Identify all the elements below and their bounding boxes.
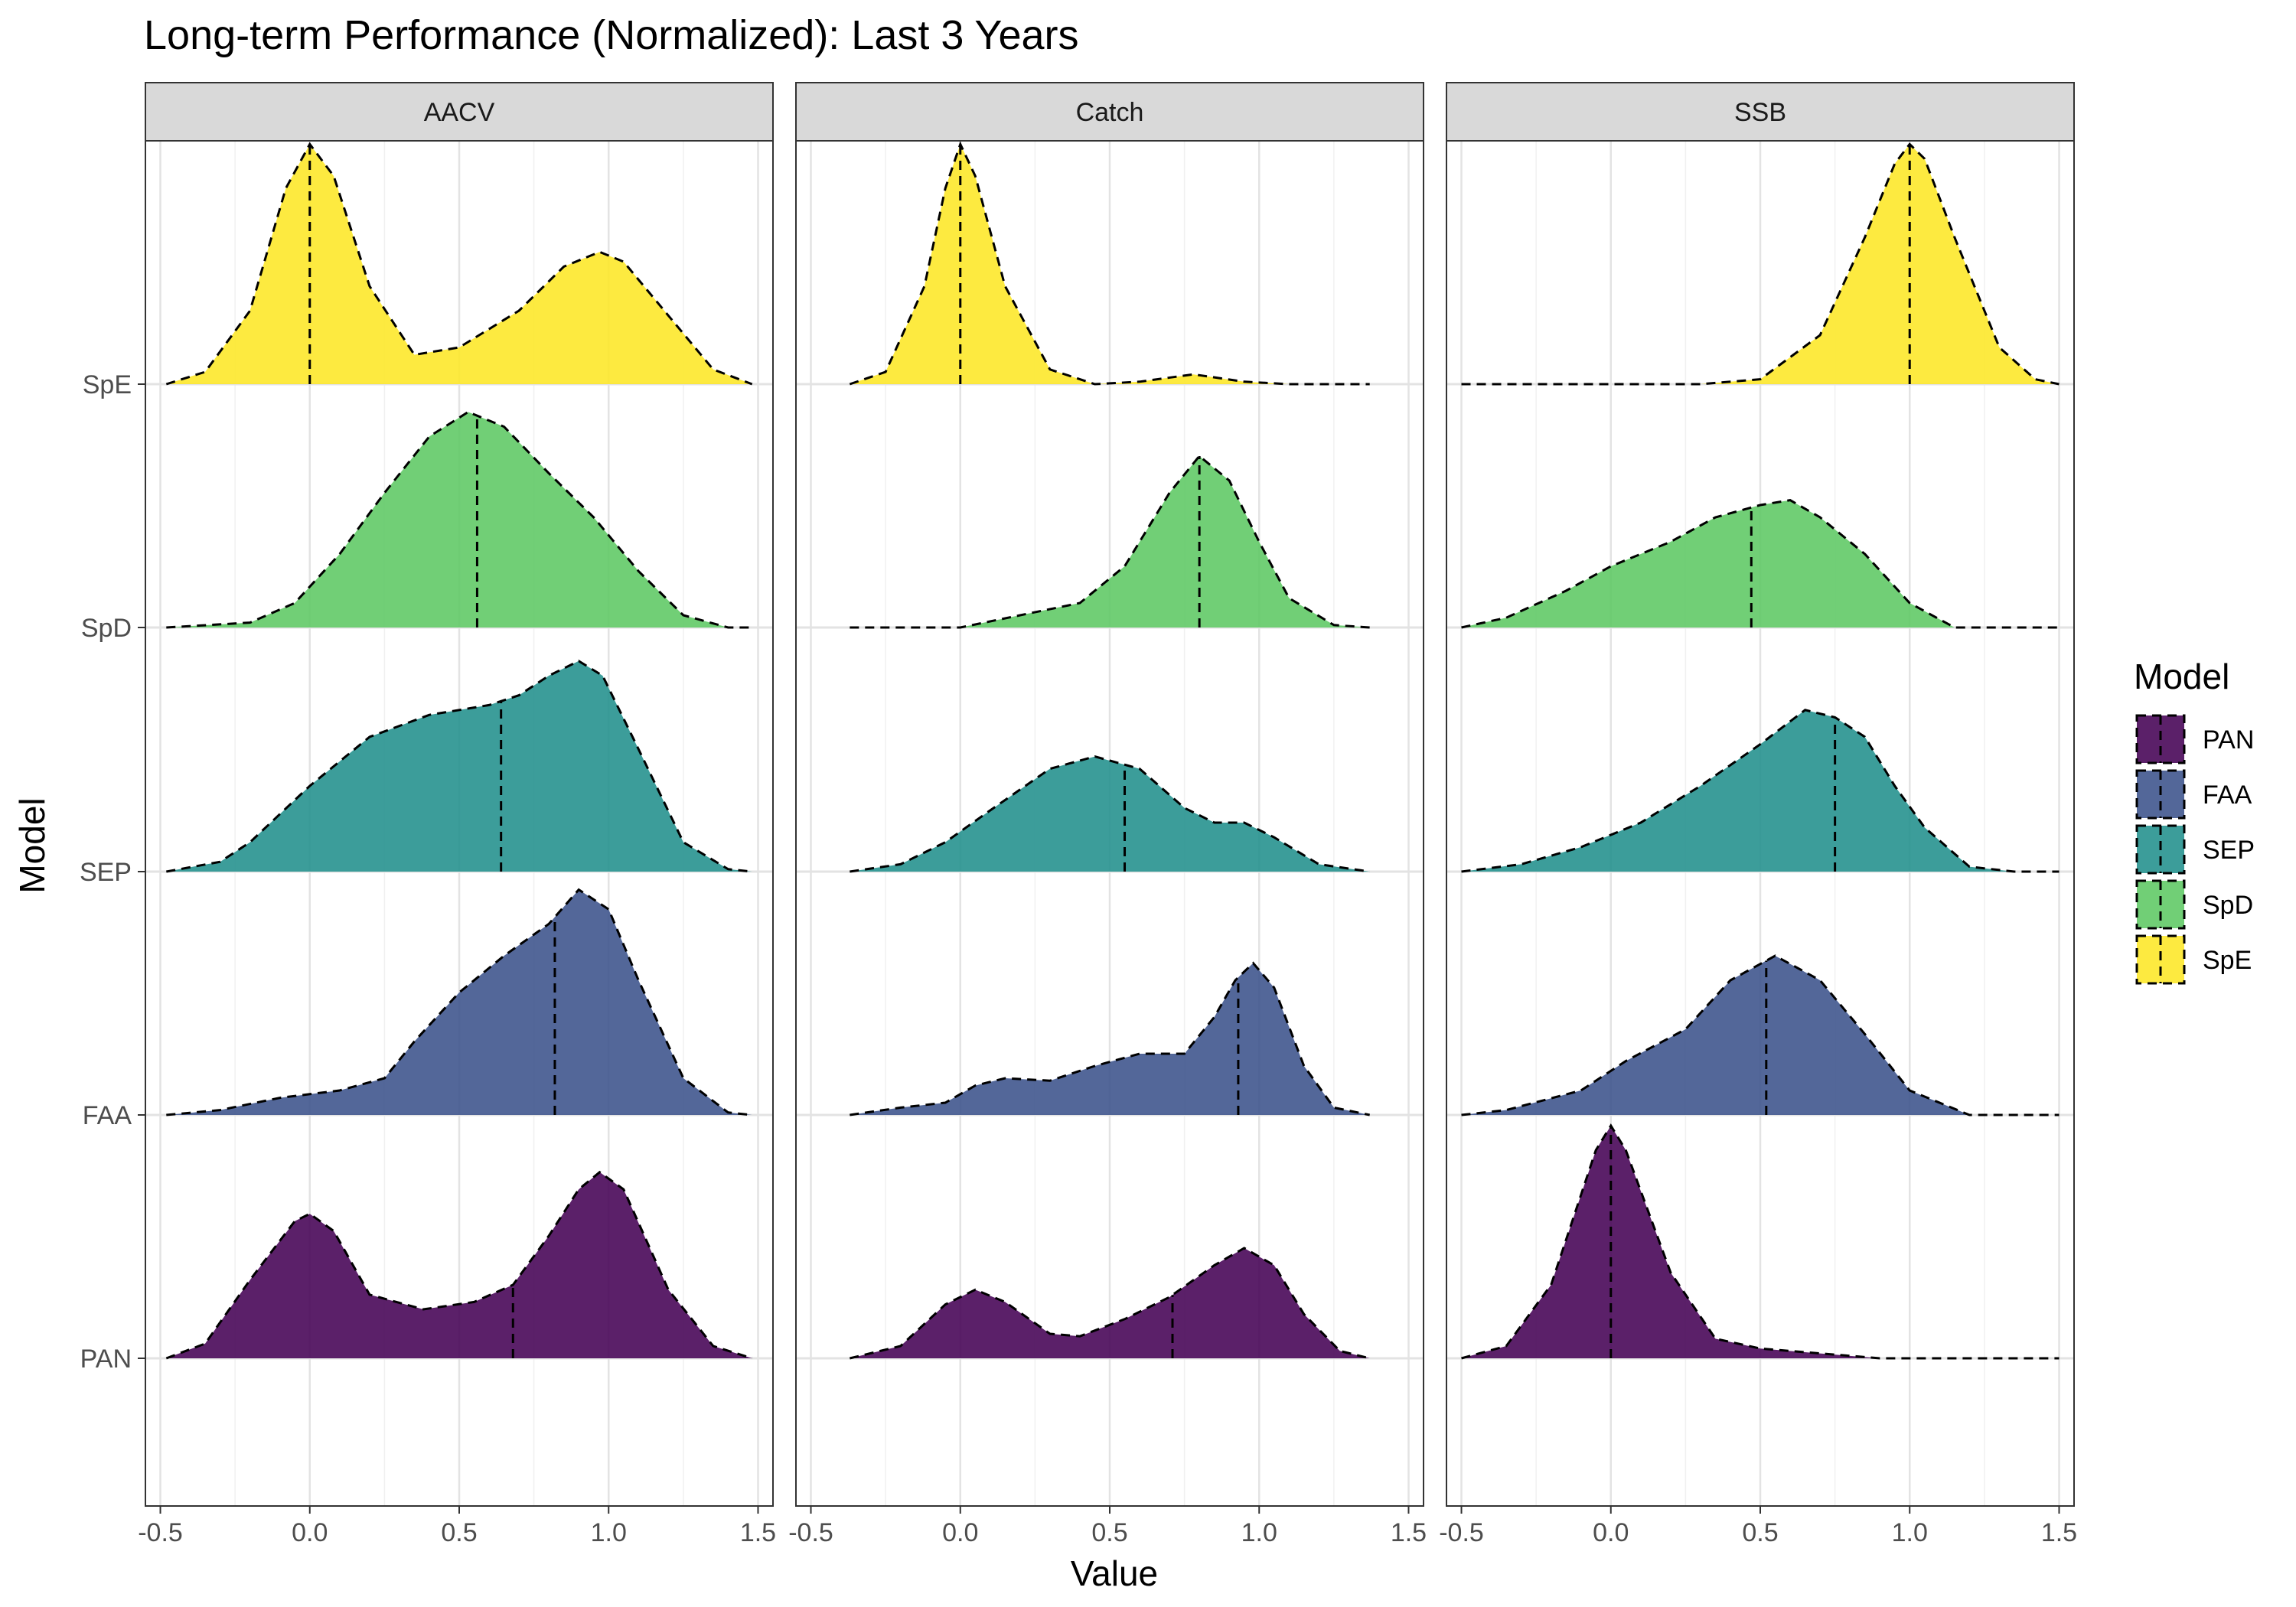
x-tick-label: 1.0 (1241, 1518, 1277, 1547)
density-outline-faa (1461, 954, 2060, 1116)
x-tick-label: -0.5 (1439, 1518, 1484, 1547)
strip-background (795, 82, 1424, 142)
y-tick-label: SpD (81, 614, 132, 643)
x-axis-title: Value (1071, 1553, 1158, 1593)
y-tick-label: SEP (80, 858, 132, 887)
strip-label: SSB (1734, 98, 1786, 127)
density-ridge-faa (850, 963, 1370, 1115)
x-tick-label: 0.5 (441, 1518, 477, 1547)
x-tick-label: 1.5 (2041, 1518, 2077, 1547)
density-outline-spd (166, 410, 752, 629)
legend-label-spd: SpD (2203, 891, 2253, 920)
legend-title: Model (2134, 657, 2229, 696)
facet-panel-ssb: SSB -0.5 0.0 0.5 1.0 1.5 (1439, 82, 2077, 1547)
chart-title: Long-term Performance (Normalized): Last… (144, 12, 1079, 58)
x-tick-label: 0.0 (1593, 1518, 1629, 1547)
legend-label-spe: SpE (2203, 946, 2252, 975)
density-outline-spe (165, 142, 753, 386)
x-tick-label: 0.5 (1091, 1518, 1127, 1547)
density-ridge-spd (850, 456, 1370, 627)
density-ridge-pan (850, 1248, 1370, 1358)
facet-panels: AACV -0.5 0.0 0.5 1.0 1.5 Catch -0.5 0.0 0.5 1.0 1.… (138, 82, 2077, 1547)
x-tick-label: 1.5 (1391, 1518, 1427, 1547)
legend-label-faa: FAA (2203, 781, 2252, 810)
strip-label: AACV (424, 98, 495, 127)
legend-label-pan: PAN (2203, 725, 2254, 755)
density-ridge-sep (850, 756, 1370, 872)
density-ridge-spe (1461, 144, 2060, 384)
density-outline-spe (849, 141, 1370, 386)
density-outline-faa (166, 888, 752, 1116)
density-outline-spd (1461, 499, 2060, 629)
y-tick-label: PAN (80, 1345, 132, 1374)
density-outline-sep (850, 755, 1370, 873)
y-tick-label: FAA (83, 1101, 132, 1130)
x-tick-label: 0.0 (292, 1518, 328, 1547)
density-outline-spe (1461, 142, 2060, 386)
density-outline-pan (165, 1170, 753, 1360)
density-outline-sep (1461, 709, 2060, 873)
density-ridge-faa (166, 889, 752, 1115)
x-tick-label: 0.5 (1742, 1518, 1778, 1547)
density-outline-spd (850, 454, 1370, 629)
density-ridge-pan (166, 1172, 752, 1358)
x-tick-label: 0.0 (942, 1518, 978, 1547)
strip-background (145, 82, 774, 142)
legend: Model PAN FAA SEP SpD SpE (2134, 657, 2255, 985)
strip-label: Catch (1076, 98, 1144, 127)
x-tick-label: -0.5 (138, 1518, 183, 1547)
density-ridge-spd (166, 412, 752, 627)
x-tick-label: -0.5 (788, 1518, 833, 1547)
y-axis-title: Model (12, 797, 52, 893)
facet-panel-catch: Catch -0.5 0.0 0.5 1.0 1.5 (788, 82, 1427, 1547)
x-tick-label: 1.0 (1892, 1518, 1928, 1547)
density-ridge-spd (1461, 500, 2060, 627)
density-ridge-faa (1461, 956, 2060, 1115)
legend-label-sep: SEP (2203, 836, 2255, 865)
density-outline-faa (850, 961, 1371, 1116)
density-ridge-spe (850, 144, 1370, 384)
density-outline-pan (849, 1247, 1371, 1360)
y-axis: PAN FAA SEP SpD SpE (80, 370, 145, 1374)
density-ridge-sep (1461, 709, 2060, 872)
density-ridge-spe (166, 144, 752, 384)
density-outline-pan (1461, 1123, 2060, 1360)
y-tick-label: SpE (83, 370, 132, 399)
density-outline-sep (166, 660, 752, 873)
x-tick-label: 1.0 (591, 1518, 627, 1547)
density-ridge-sep (166, 660, 752, 872)
facet-panel-aacv: AACV -0.5 0.0 0.5 1.0 1.5 (138, 82, 776, 1547)
x-tick-label: 1.5 (740, 1518, 776, 1547)
